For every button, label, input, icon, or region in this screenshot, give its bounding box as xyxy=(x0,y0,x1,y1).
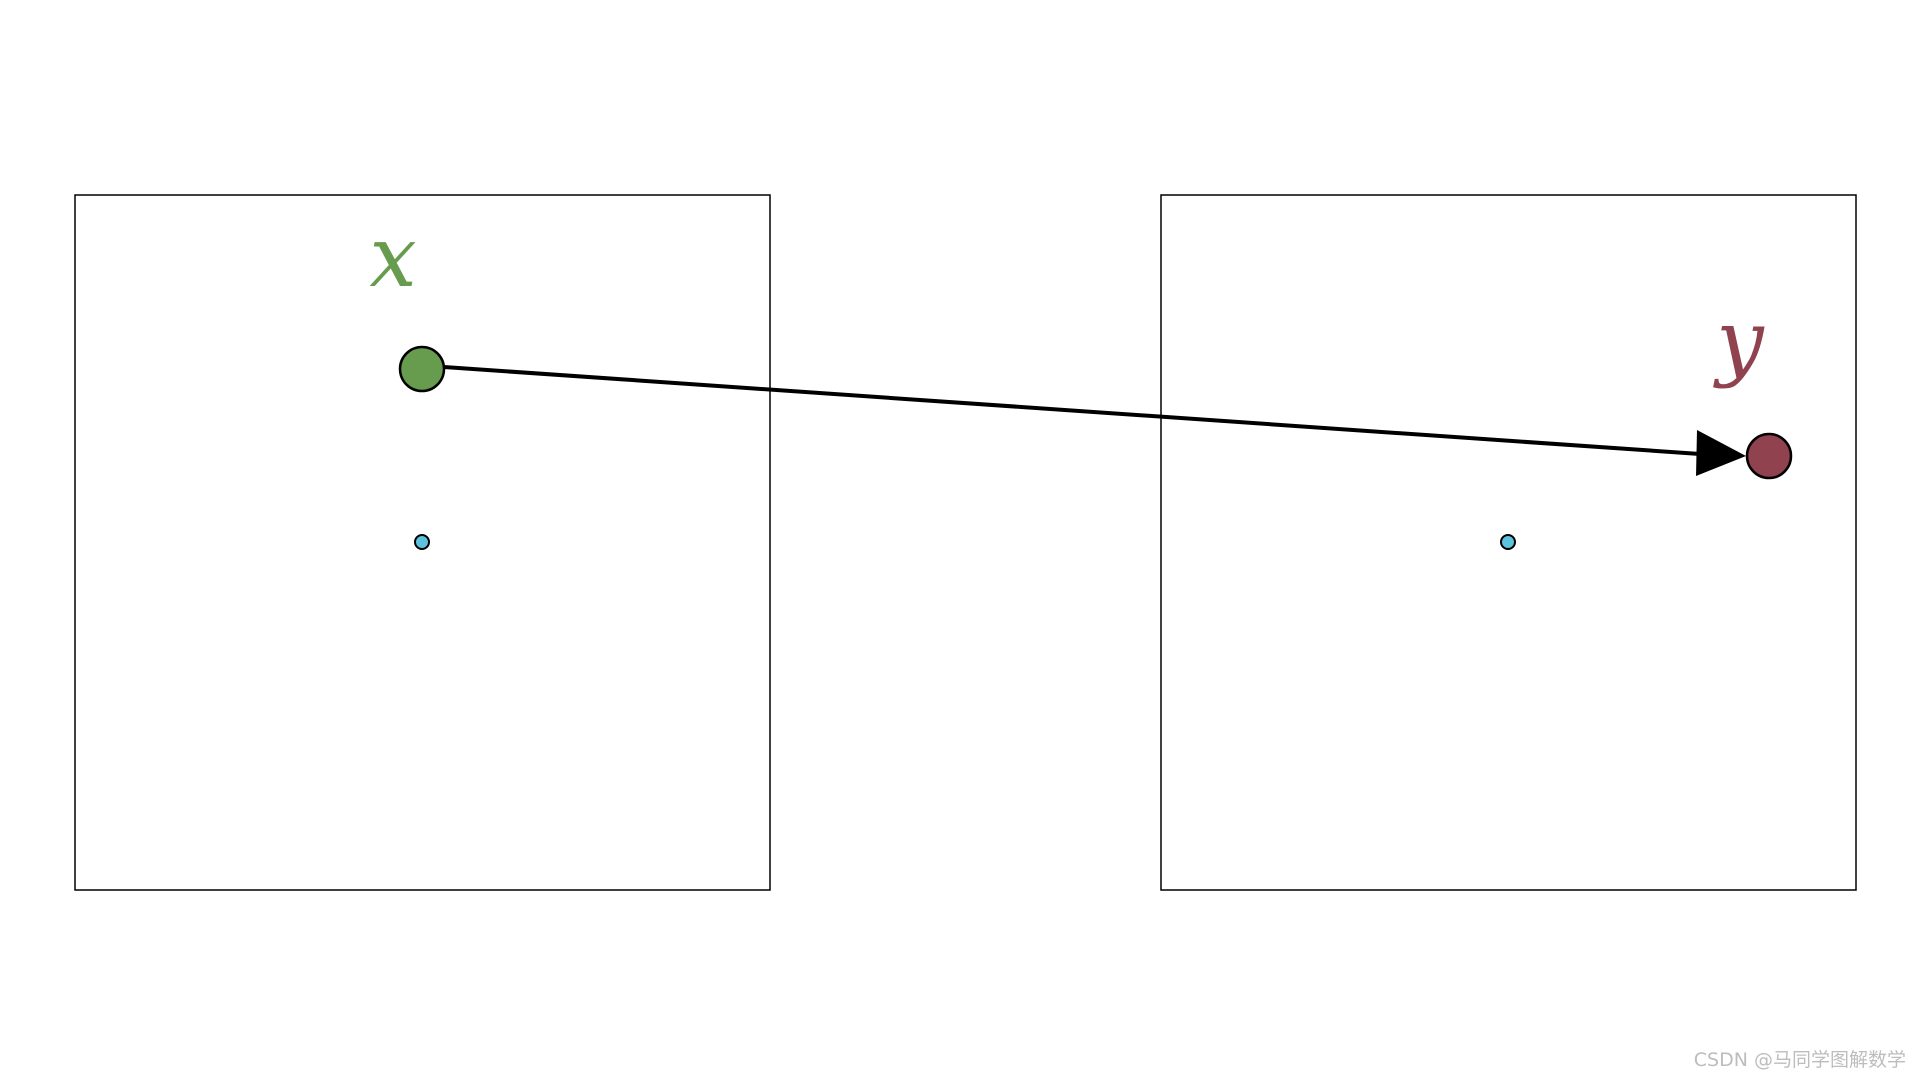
mapping-arrow xyxy=(443,365,1701,456)
target-point-y xyxy=(1745,432,1793,480)
source-label-x: x xyxy=(369,208,416,306)
left-origin-point xyxy=(414,534,430,550)
source-point-x xyxy=(398,345,446,393)
target-label-y: y xyxy=(1712,292,1765,390)
watermark-text: CSDN @马同学图解数学 xyxy=(1693,1049,1906,1071)
arrow-head xyxy=(1696,430,1746,476)
right-frame xyxy=(1160,194,1857,891)
right-origin-point xyxy=(1500,534,1516,550)
left-frame xyxy=(74,194,771,891)
